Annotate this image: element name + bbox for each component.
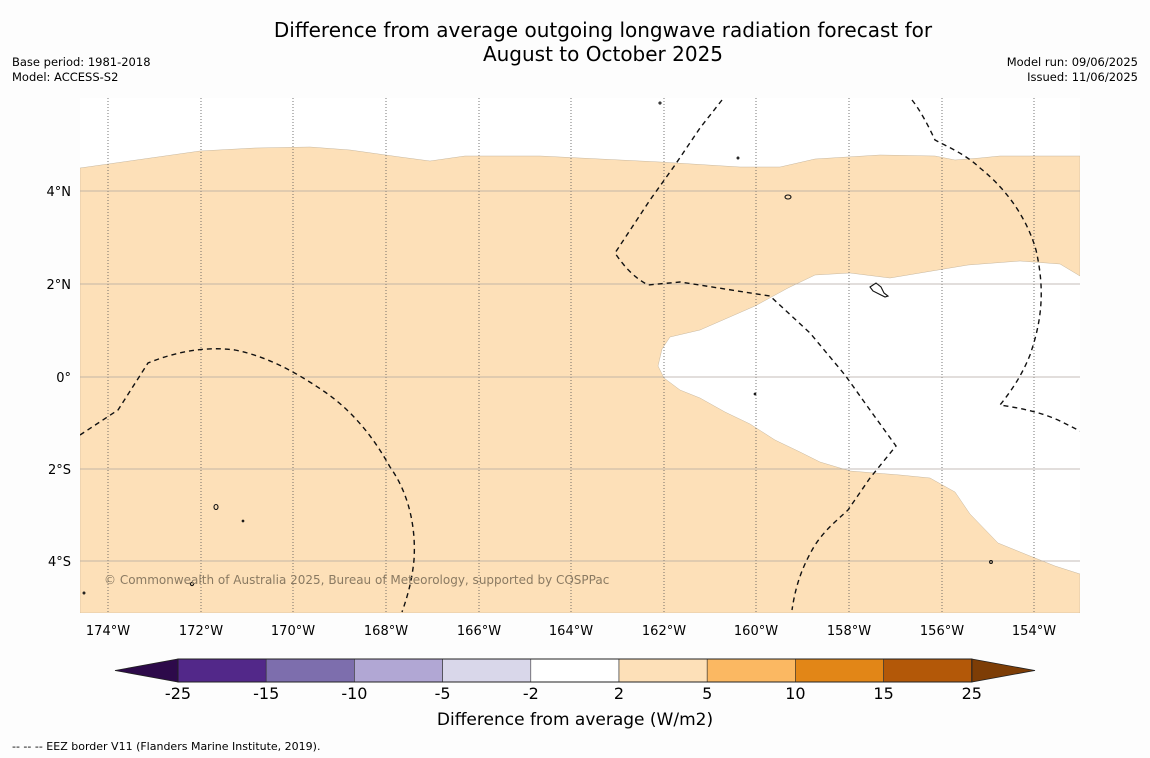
islands [82, 101, 993, 595]
colorbar-tick-label: 10 [785, 684, 805, 703]
longitude-label: 174°W [86, 624, 130, 639]
colorbar-outline [177, 658, 973, 683]
island-marker [82, 591, 86, 595]
colorbar-tick-label: 25 [962, 684, 982, 703]
island-marker [658, 101, 662, 105]
latitude-axis-labels: 4°N 2°N 0° 2°S 4°S [47, 185, 72, 570]
graticule [80, 98, 1080, 613]
island-marker [753, 392, 757, 396]
longitude-axis-labels: 174°W 172°W 170°W 168°W 166°W 164°W 162°W 160°W… [86, 624, 1056, 639]
colorbar-bin [618, 658, 708, 683]
latitude-label: 4°N [47, 185, 72, 200]
eez-border-central [614, 99, 897, 611]
colorbar-extend-max [971, 658, 1036, 683]
colorbar: -25 -15 -10 -5 -2 2 5 10 15 25 [114, 658, 1036, 703]
eez-border-west [80, 348, 416, 613]
eez-border-east [911, 99, 1080, 432]
colorbar-bin [795, 658, 884, 683]
eez-legend-note: -- -- -- EEZ border V11 (Flanders Marine… [12, 740, 321, 753]
island-marker [736, 156, 740, 160]
colorbar-tick-label: -15 [253, 684, 279, 703]
model-name: Model: ACCESS-S2 [12, 70, 119, 84]
metadata-right: Model run: 09/06/2025 Issued: 11/06/2025 [1007, 55, 1138, 85]
colorbar-bin [883, 658, 973, 683]
colorbar-tick-label: 5 [702, 684, 712, 703]
colorbar-tick-label: -25 [165, 684, 191, 703]
island-marker [189, 581, 195, 587]
latitude-label: 2°S [48, 463, 71, 478]
map-title: Difference from average outgoing longwav… [0, 18, 1150, 66]
anomaly-region-2-to-5 [80, 146, 1080, 613]
colorbar-bin [265, 658, 355, 683]
island-marker [241, 519, 245, 523]
colorbar-tick-label: -2 [523, 684, 539, 703]
island-kiritimati [869, 282, 890, 298]
longitude-label: 170°W [271, 624, 315, 639]
longitude-label: 172°W [179, 624, 223, 639]
issued-date: Issued: 11/06/2025 [1027, 70, 1138, 84]
longitude-label: 164°W [549, 624, 593, 639]
colorbar-tick-label: -5 [435, 684, 451, 703]
base-period: Base period: 1981-2018 [12, 55, 151, 69]
longitude-label: 156°W [920, 624, 964, 639]
latitude-label: 4°S [48, 555, 71, 570]
island-marker [989, 560, 993, 564]
latitude-label: 2°N [47, 278, 72, 293]
map-area [80, 98, 1080, 613]
colorbar-title: Difference from average (W/m2) [436, 710, 714, 730]
copyright-text: © Commonwealth of Australia 2025, Bureau… [104, 573, 609, 587]
longitude-label: 154°W [1012, 624, 1056, 639]
longitude-label: 160°W [734, 624, 778, 639]
colorbar-bin [706, 658, 796, 683]
colorbar-bin [442, 658, 532, 683]
colorbar-tick-label: 2 [614, 684, 624, 703]
latitude-label: 0° [56, 371, 71, 386]
model-run: Model run: 09/06/2025 [1006, 55, 1138, 69]
longitude-label: 158°W [827, 624, 871, 639]
colorbar-tick-label: -10 [341, 684, 367, 703]
colorbar-extend-min [114, 658, 179, 683]
island-marker [784, 194, 792, 200]
title-line-1: Difference from average outgoing longwav… [273, 18, 933, 42]
longitude-label: 168°W [364, 624, 408, 639]
eez-borders [80, 99, 1080, 613]
title-line-2: August to October 2025 [482, 42, 724, 66]
longitude-label: 166°W [457, 624, 501, 639]
longitude-label: 162°W [642, 624, 686, 639]
colorbar-bin [530, 658, 620, 683]
colorbar-tick-label: 15 [873, 684, 893, 703]
colorbar-bin [354, 658, 443, 683]
colorbar-bin [177, 658, 267, 683]
island-marker [213, 503, 219, 511]
metadata-left: Base period: 1981-2018 Model: ACCESS-S2 [12, 55, 151, 85]
